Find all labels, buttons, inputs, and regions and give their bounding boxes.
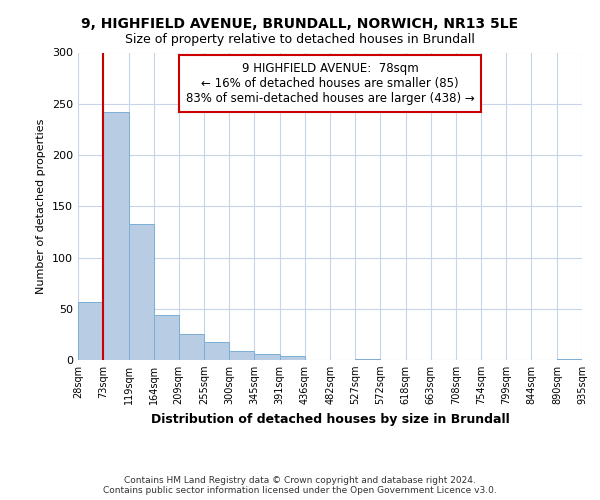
Text: 9, HIGHFIELD AVENUE, BRUNDALL, NORWICH, NR13 5LE: 9, HIGHFIELD AVENUE, BRUNDALL, NORWICH, …: [82, 18, 518, 32]
Bar: [557, 359, 582, 360]
Text: Size of property relative to detached houses in Brundall: Size of property relative to detached ho…: [125, 32, 475, 46]
X-axis label: Distribution of detached houses by size in Brundall: Distribution of detached houses by size …: [151, 412, 509, 426]
Bar: [204, 342, 229, 360]
Bar: [154, 315, 179, 360]
Text: Contains HM Land Registry data © Crown copyright and database right 2024.
Contai: Contains HM Land Registry data © Crown c…: [103, 476, 497, 495]
Bar: [254, 354, 280, 360]
Bar: [128, 224, 154, 360]
Y-axis label: Number of detached properties: Number of detached properties: [37, 118, 46, 294]
Text: 9 HIGHFIELD AVENUE:  78sqm
← 16% of detached houses are smaller (85)
83% of semi: 9 HIGHFIELD AVENUE: 78sqm ← 16% of detac…: [185, 62, 475, 104]
Bar: [179, 334, 204, 360]
Bar: [229, 351, 254, 360]
Bar: [78, 302, 103, 360]
Bar: [355, 359, 380, 360]
Bar: [103, 112, 128, 360]
Bar: [280, 356, 305, 360]
